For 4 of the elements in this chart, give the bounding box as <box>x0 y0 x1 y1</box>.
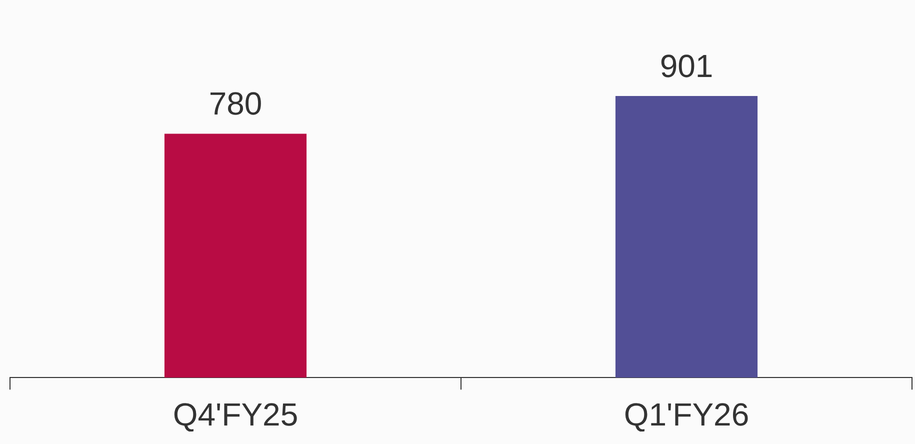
x-tick-label: Q4'FY25 <box>172 396 298 433</box>
x-tick-label: Q1'FY26 <box>624 396 750 433</box>
data-label: 780 <box>208 86 262 122</box>
data-label: 901 <box>660 48 714 84</box>
